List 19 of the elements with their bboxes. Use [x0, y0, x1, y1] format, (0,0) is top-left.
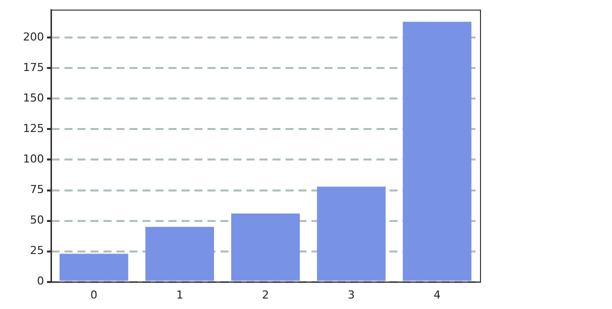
- bar: [231, 213, 300, 281]
- y-tick-label: 200: [22, 30, 44, 44]
- y-tick-label: 50: [30, 214, 44, 227]
- x-tick-label: 4: [434, 288, 441, 302]
- y-tick-label: 150: [22, 92, 44, 105]
- x-tick-label: 0: [90, 288, 98, 302]
- x-tick-label: 2: [262, 288, 269, 302]
- y-tick-label: 175: [22, 61, 44, 74]
- y-tick-label: 25: [30, 244, 44, 258]
- bar: [316, 186, 386, 281]
- y-tick-label: 75: [30, 183, 44, 196]
- y-tick-label: 125: [22, 122, 44, 136]
- x-tick-label: 3: [348, 288, 355, 302]
- y-tick-label: 0: [36, 274, 44, 288]
- bar: [402, 22, 472, 281]
- bar: [60, 254, 128, 281]
- bar: [145, 226, 214, 281]
- y-tick-label: 100: [22, 152, 44, 166]
- x-tick-label: 1: [176, 288, 184, 302]
